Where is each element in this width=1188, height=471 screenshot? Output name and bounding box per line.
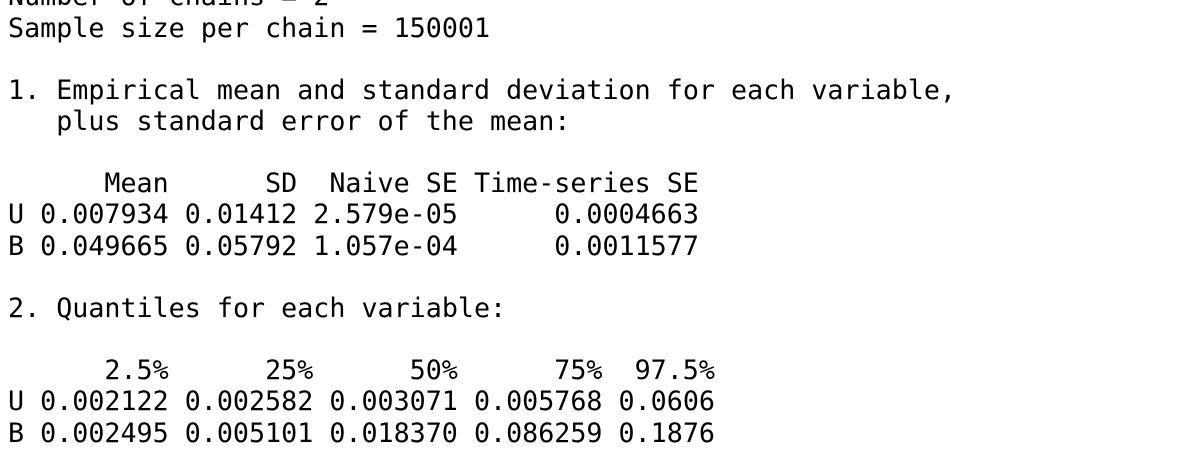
console-output: Number of chains = 2Sample size per chai… — [8, 0, 1178, 471]
column-header: Time-series SE — [473, 168, 699, 200]
console-line: Number of chains = 2 — [8, 0, 329, 13]
table-cell: 0.1876 — [618, 417, 715, 449]
table-cell: 0.005768 — [473, 386, 603, 418]
table-cell: 0.003071 — [329, 386, 458, 418]
table-cell: 0.0004663 — [554, 199, 699, 231]
table-cell: 2.579e-05 — [313, 199, 458, 231]
column-header: Naive SE — [329, 168, 458, 200]
table-cell: 0.086259 — [473, 417, 603, 449]
table-row: U 0.007934 0.01412 2.579e-05 0.0004663 — [8, 199, 1178, 230]
table-cell: 1.057e-04 — [313, 230, 458, 262]
table-cell: 0.005101 — [184, 417, 314, 449]
column-header: SD — [265, 168, 298, 200]
column-header: 2.5% — [104, 355, 169, 387]
section-title: 2. Quantiles for each variable: — [8, 292, 507, 324]
table-cell: 0.01412 — [184, 199, 298, 231]
row-label: B — [8, 230, 25, 262]
table-row: B 0.002495 0.005101 0.018370 0.086259 0.1876 — [8, 418, 1178, 449]
table-cell: 0.018370 — [329, 417, 458, 449]
row-label: U — [8, 386, 25, 418]
column-header: 97.5% — [634, 355, 715, 387]
column-header: Mean — [104, 168, 169, 200]
table-row: U 0.002122 0.002582 0.003071 0.005768 0.0606 — [8, 386, 1178, 417]
row-label: B — [8, 417, 25, 449]
table-cell: 0.0011577 — [554, 230, 699, 262]
column-header: 75% — [554, 355, 603, 387]
table-cell: 0.0606 — [618, 386, 715, 418]
table-row: B 0.049665 0.05792 1.057e-04 0.0011577 — [8, 231, 1178, 262]
section-title: plus standard error of the mean: — [56, 106, 571, 137]
table-cell: 0.049665 — [40, 230, 169, 262]
column-header: 50% — [409, 355, 458, 387]
section-title: 1. Empirical mean and standard deviation… — [8, 74, 956, 106]
table-cell: 0.002495 — [40, 417, 169, 449]
table-cell: 0.05792 — [184, 230, 298, 262]
table-row: Mean SD Naive SE Time-series SE — [8, 168, 1178, 199]
table-cell: 0.007934 — [40, 199, 169, 231]
console-line: Sample size per chain = 150001 — [8, 12, 491, 44]
table-row: 2.5% 25% 50% 75% 97.5% — [8, 355, 1178, 386]
row-label: U — [8, 199, 25, 231]
table-cell: 0.002582 — [184, 386, 314, 418]
column-header: 25% — [265, 355, 314, 387]
table-cell: 0.002122 — [40, 386, 169, 418]
